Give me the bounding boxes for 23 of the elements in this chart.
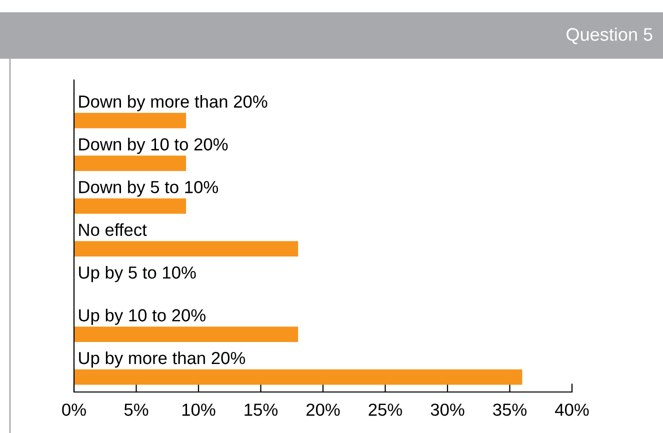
x-tick-label: 5% bbox=[124, 404, 148, 416]
bar bbox=[74, 241, 298, 257]
x-tick-label: 15% bbox=[244, 404, 278, 416]
text: Question 5 bbox=[566, 28, 652, 44]
x-tick-label: 40% bbox=[555, 404, 589, 416]
x-tick-label: 30% bbox=[430, 404, 464, 416]
bar bbox=[74, 198, 186, 214]
y-tick-label: Up by 5 to 10% bbox=[79, 266, 196, 282]
bar bbox=[74, 326, 298, 342]
bar bbox=[74, 156, 186, 172]
y-tick-label: Down by 5 to 10% bbox=[79, 180, 218, 197]
y-tick-label: Up by more than 20% bbox=[79, 351, 246, 368]
x-tick-label: 10% bbox=[182, 404, 216, 416]
x-tick-label: 35% bbox=[493, 404, 527, 416]
x-tick-label: 0% bbox=[62, 404, 86, 416]
y-tick-label: No effect bbox=[79, 223, 147, 236]
y-tick-label: Up by 10 to 20% bbox=[79, 308, 206, 325]
x-tick-label: 25% bbox=[368, 404, 402, 416]
y-tick-label: Down by 10 to 20% bbox=[79, 138, 228, 154]
y-tick-label: Down by more than 20% bbox=[79, 95, 268, 112]
bar bbox=[74, 112, 186, 128]
x-tick-label: 20% bbox=[306, 404, 340, 416]
bar bbox=[74, 369, 522, 385]
